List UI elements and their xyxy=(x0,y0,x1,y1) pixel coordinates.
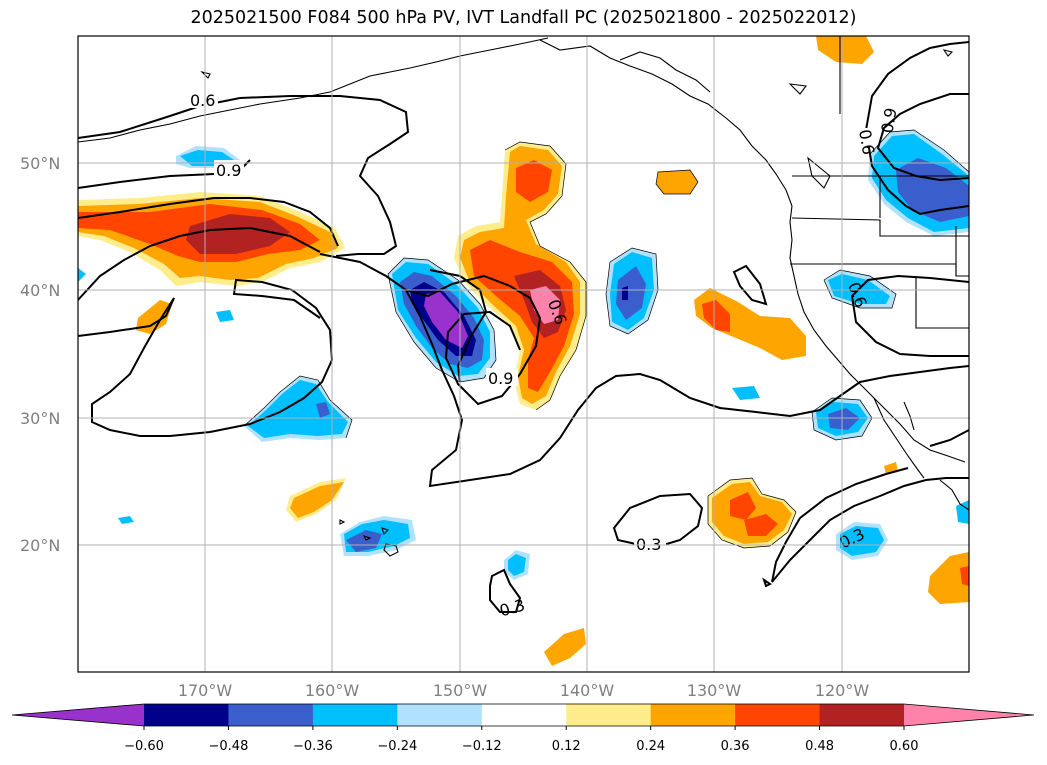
colorbar-segment xyxy=(397,704,483,726)
colorbar-segment xyxy=(650,704,736,726)
colorbar-label: 0.48 xyxy=(805,739,834,754)
colorbar-label: 0.24 xyxy=(636,739,665,754)
colorbar-label: −0.48 xyxy=(209,739,249,754)
shading-outlines xyxy=(243,129,969,549)
colorbar-label: −0.12 xyxy=(462,739,502,754)
contour-label: 0.6 xyxy=(855,128,878,156)
colorbar-label: −0.24 xyxy=(377,739,417,754)
lon-tick-label: 140°W xyxy=(560,681,615,700)
lat-tick-label: 40°N xyxy=(20,281,60,300)
map-title: 2025021500 F084 500 hPa PV, IVT Landfall… xyxy=(190,8,857,28)
colorbar-segment xyxy=(566,704,652,726)
contour-label: 0.9 xyxy=(216,161,241,180)
lon-tick-label: 170°W xyxy=(178,681,233,700)
colorbar-segment xyxy=(312,704,398,726)
lon-tick-label: 150°W xyxy=(433,681,488,700)
plot-frame xyxy=(77,35,970,673)
lon-tick-label: 160°W xyxy=(305,681,360,700)
lon-tick-label: 120°W xyxy=(815,681,870,700)
colorbar-label: 0.60 xyxy=(890,739,919,754)
lat-tick-label: 30°N xyxy=(20,409,60,428)
lat-tick-label: 50°N xyxy=(20,154,60,173)
pv-shading-negative xyxy=(78,130,969,580)
colorbar-segment xyxy=(481,704,567,726)
colorbar-segment xyxy=(228,704,314,726)
colorbar-label: 0.12 xyxy=(552,739,581,754)
colorbar-label: −0.36 xyxy=(293,739,333,754)
lat-tick-label: 20°N xyxy=(20,536,60,555)
pv-shading-positive xyxy=(78,36,969,666)
colorbar-label: −0.60 xyxy=(124,739,164,754)
coastlines xyxy=(78,36,969,557)
colorbar-segment xyxy=(904,704,1034,726)
contour-label: 0.6 xyxy=(190,91,215,110)
colorbar-label: 0.36 xyxy=(721,739,750,754)
longitude-ticks: 170°W 160°W 150°W 140°W 130°W 120°W xyxy=(178,681,870,700)
colorbar-segment xyxy=(144,704,229,726)
contour-label: 0.9 xyxy=(877,106,900,134)
colorbar-segment xyxy=(735,704,821,726)
latitude-ticks: 50°N 40°N 30°N 20°N xyxy=(20,154,60,555)
colorbar: −0.60 −0.48 −0.36 −0.24 −0.12 0.12 0.24 0.36 0.4… xyxy=(11,703,1035,754)
colorbar-segment xyxy=(12,704,144,726)
lon-tick-label: 130°W xyxy=(687,681,742,700)
gridlines xyxy=(78,36,969,672)
contour-label: 0.9 xyxy=(488,369,513,388)
colorbar-segment xyxy=(819,704,905,726)
